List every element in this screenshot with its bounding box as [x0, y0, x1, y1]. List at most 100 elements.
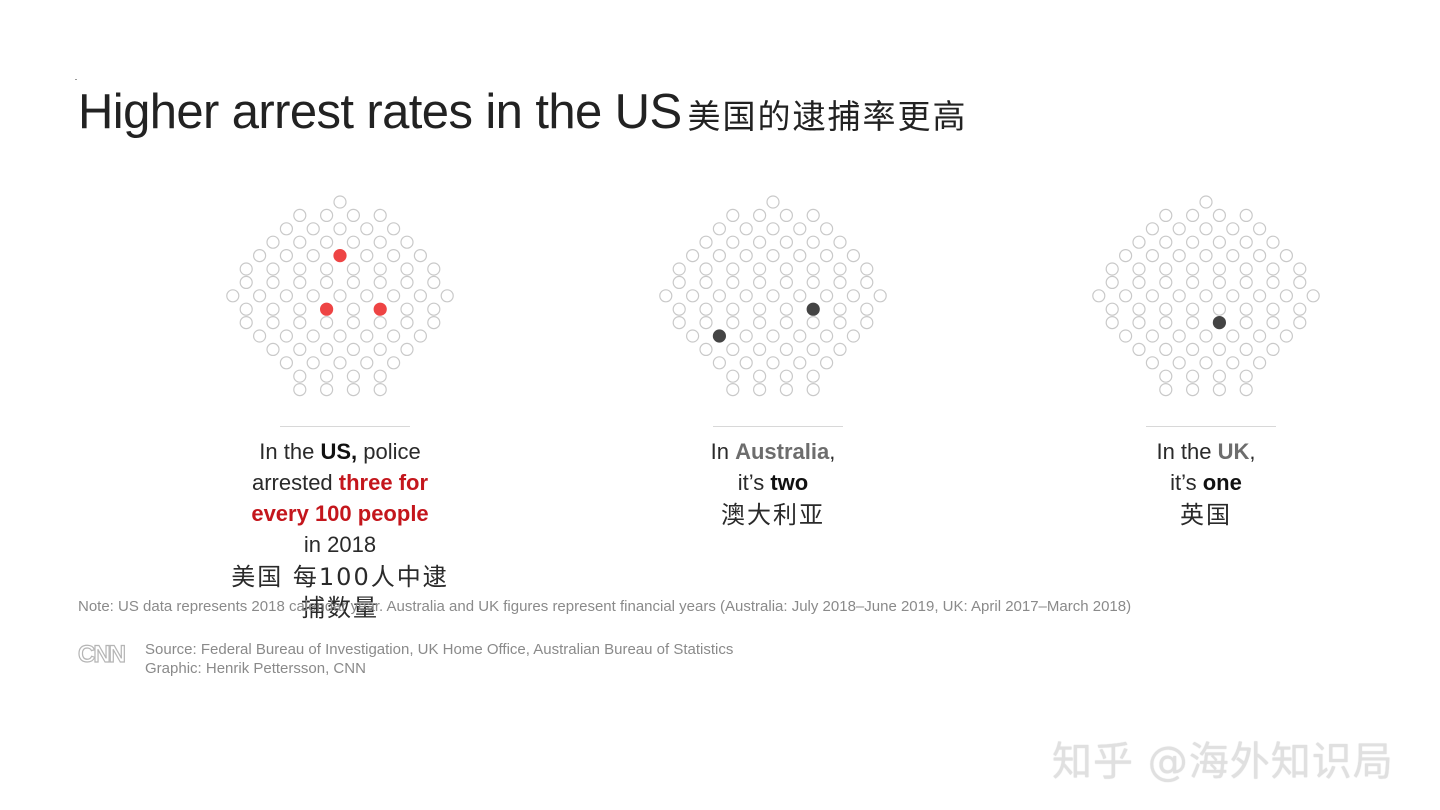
person-unit-dot [1185, 235, 1200, 249]
person-unit-dot [1253, 248, 1267, 263]
person-unit-dot [726, 342, 740, 356]
person-unit-dot [1266, 262, 1280, 276]
person-unit-dot [1226, 248, 1240, 263]
unit-chart-us [226, 195, 454, 397]
person-unit-dot [360, 329, 374, 343]
person-unit-dot [1212, 342, 1226, 356]
person-unit-dot [793, 356, 807, 370]
person-unit-dot [1159, 342, 1173, 356]
person-unit-dot [726, 208, 740, 222]
person-unit-dot [1226, 289, 1240, 303]
person-unit-dot [1092, 289, 1106, 303]
person-unit-dot [846, 248, 860, 263]
person-unit-dot [739, 248, 753, 263]
person-unit-dot [833, 262, 847, 276]
person-unit-dot [427, 262, 441, 276]
caption-uk: In the UK, it’s one 英国 [1086, 436, 1326, 531]
person-unit-dot [306, 329, 320, 343]
stray-mark [75, 79, 77, 80]
caption-country: US, [320, 439, 358, 464]
person-unit-dot [1239, 235, 1253, 249]
caption-zh: 英国 [1180, 501, 1232, 529]
person-unit-dot [712, 248, 727, 263]
person-unit-dot [1212, 383, 1226, 397]
person-unit-dot [726, 316, 740, 330]
person-unit-dot [1172, 356, 1186, 370]
person-unit-dot [266, 316, 280, 330]
person-unit-dot [752, 316, 767, 330]
person-unit-dot [239, 302, 253, 316]
person-unit-dot [373, 342, 387, 356]
person-unit-dot [820, 289, 834, 303]
person-unit-dot [346, 316, 360, 330]
person-unit-dot [793, 248, 807, 263]
person-unit-dot [252, 289, 267, 303]
person-unit-dot [1185, 208, 1200, 222]
caption-year: in 2018 [303, 532, 377, 557]
panel-baseline [713, 426, 843, 427]
person-unit-dot [779, 383, 793, 397]
person-unit-dot [400, 275, 414, 290]
person-unit-dot [252, 329, 267, 343]
person-unit-dot [319, 275, 334, 290]
person-unit-dot [1132, 235, 1146, 249]
source-credit: Source: Federal Bureau of Investigation,… [145, 640, 733, 678]
person-unit-dot [699, 235, 713, 249]
person-unit-dot [726, 262, 740, 276]
person-unit-dot [1145, 356, 1160, 370]
person-unit-dot [293, 235, 307, 249]
person-unit-dot [440, 289, 454, 303]
person-unit-dot [1239, 369, 1253, 383]
person-unit-dot [1145, 329, 1160, 343]
person-unit-dot [1239, 383, 1253, 397]
person-unit-dot [779, 262, 793, 276]
person-unit-dot [1279, 248, 1293, 263]
person-unit-dot [752, 208, 767, 222]
person-unit-dot [239, 275, 253, 290]
person-unit-dot [752, 275, 767, 290]
caption-count: two [770, 470, 809, 495]
person-unit-dot [373, 235, 387, 249]
person-unit-dot [293, 302, 307, 316]
person-unit-dot [779, 275, 793, 290]
person-unit-dot [333, 222, 347, 236]
person-unit-dot [672, 275, 686, 290]
person-unit-dot [1105, 262, 1119, 276]
person-unit-dot [1239, 302, 1253, 316]
person-unit-dot [373, 383, 387, 397]
panel-uk: In the UK, it’s one 英国 [1086, 188, 1326, 529]
person-unit-dot [413, 248, 427, 263]
person-unit-dot [1132, 316, 1146, 330]
person-unit-dot [346, 342, 360, 356]
watermark: 知乎 @海外知识局 [1052, 739, 1394, 785]
person-unit-dot [779, 369, 793, 383]
person-unit-dot [1145, 289, 1160, 303]
person-unit-dot [712, 356, 727, 370]
person-unit-dot [1132, 262, 1146, 276]
person-unit-dot [752, 262, 767, 276]
person-unit-dot [833, 316, 847, 330]
person-unit-dot [346, 208, 360, 222]
caption-text: it’s [737, 470, 771, 495]
person-unit-dot [387, 329, 401, 343]
person-unit-dot [1185, 316, 1200, 330]
caption-country: Australia [735, 439, 830, 464]
person-unit-dot [1132, 275, 1146, 290]
person-unit-dot [1145, 248, 1160, 263]
person-unit-dot [793, 289, 807, 303]
person-unit-dot [1266, 302, 1280, 316]
person-unit-dot [726, 302, 740, 316]
person-unit-dot [1293, 262, 1307, 276]
person-unit-dot [266, 302, 280, 316]
person-unit-dot [360, 356, 374, 370]
person-unit-dot [1199, 248, 1213, 263]
person-unit-dot [333, 195, 347, 209]
person-unit-dot [1185, 342, 1200, 356]
person-unit-dot [1159, 262, 1173, 276]
person-unit-dot [726, 235, 740, 249]
person-unit-dot [766, 222, 780, 236]
person-unit-dot [659, 289, 673, 303]
person-unit-dot [427, 302, 441, 316]
caption-text: arrested [251, 470, 339, 495]
person-unit-dot [779, 342, 793, 356]
